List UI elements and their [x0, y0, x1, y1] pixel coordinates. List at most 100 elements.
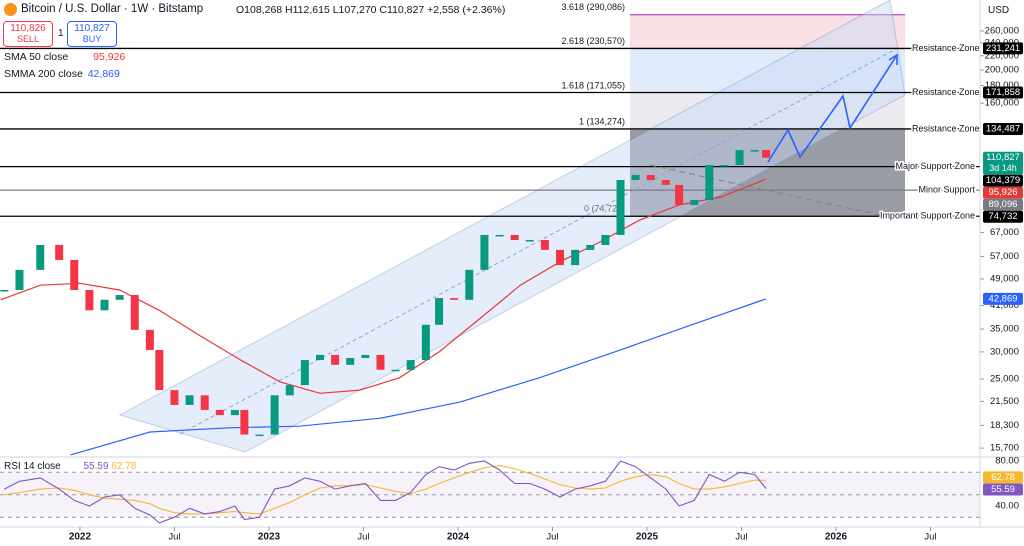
- x-tick-label: 2023: [258, 532, 281, 543]
- candle: [675, 184, 684, 206]
- quantity: 1: [58, 28, 64, 39]
- candle: [646, 174, 655, 180]
- x-tick-label: Jul: [168, 532, 180, 543]
- candle: [540, 240, 549, 250]
- y-tick-label: 18,300: [990, 420, 1019, 431]
- buy-price: 110,827: [74, 23, 110, 34]
- candle: [100, 299, 109, 311]
- price-tag: [983, 174, 1023, 187]
- rsi-tag: [983, 471, 1023, 484]
- level-note: Resistance Zone: [912, 87, 980, 97]
- candle: [435, 298, 444, 325]
- legend-value: 55.59: [83, 461, 109, 472]
- candle: [300, 360, 309, 386]
- candle: [525, 240, 534, 242]
- rsi-line: [4, 460, 767, 524]
- fib-zone: [630, 14, 905, 49]
- y-tick-label: 160,000: [985, 98, 1019, 109]
- candle: [255, 434, 264, 437]
- price-tag: [983, 151, 1023, 175]
- candle: [155, 349, 164, 391]
- level-note: Major Support Zone: [895, 161, 975, 171]
- indicator-line: [70, 298, 767, 456]
- candle: [145, 329, 154, 350]
- rsi-tag-label: 55.59: [991, 484, 1015, 495]
- fib-label: 1.618 (171,055): [561, 81, 625, 91]
- fib-label: 1 (134,274): [579, 117, 625, 127]
- sell-price: 110,826: [10, 23, 46, 34]
- candle: [85, 290, 94, 311]
- trend-channel: [118, 0, 906, 453]
- candle: [735, 150, 744, 166]
- price-tag: [983, 86, 1023, 99]
- currency[interactable]: USD: [988, 5, 1010, 16]
- buy-button[interactable]: 110,827 BUY: [67, 21, 117, 47]
- y-tick-label: 35,000: [990, 324, 1019, 335]
- y-tick-label: 67,000: [990, 227, 1019, 238]
- forecast-path: [767, 54, 898, 163]
- x-tick-label: 2022: [69, 532, 92, 543]
- price-tag-label: 231,241: [986, 43, 1020, 54]
- x-tick-label: 2024: [447, 532, 470, 543]
- price-tag-label: 89,096: [988, 199, 1017, 210]
- legend-rsi[interactable]: RSI 14 close 55.59 62.78: [4, 461, 136, 472]
- buy-label: BUY: [82, 34, 102, 44]
- fib-zone: [630, 48, 905, 94]
- price-tag-label: 104,379: [986, 175, 1020, 186]
- y-tick-label: 40.00: [995, 501, 1019, 512]
- candle: [285, 385, 294, 396]
- candle: [465, 269, 474, 300]
- fib-label: 2.618 (230,570): [561, 36, 625, 46]
- candle: [331, 354, 340, 365]
- y-tick-label: 15,700: [990, 443, 1019, 454]
- candle: [200, 395, 209, 410]
- legend-name: SMMA 200 close: [4, 68, 83, 80]
- rsi-line: [4, 464, 767, 515]
- price-tag-label: 110,827: [986, 152, 1020, 163]
- symbol-title[interactable]: Bitcoin / U.S. Dollar · 1W · Bitstamp: [21, 3, 204, 15]
- candle: [376, 354, 385, 370]
- level-note: Important Support Zone: [880, 211, 975, 221]
- y-tick-label: 200,000: [985, 64, 1019, 75]
- legend-smma200[interactable]: SMMA 200 close 42,869: [4, 68, 120, 80]
- price-tag: [983, 122, 1023, 135]
- forecast-arrow: [888, 53, 898, 65]
- candle: [185, 395, 194, 405]
- candle: [15, 269, 24, 291]
- candle: [55, 244, 64, 260]
- fib-label: 0 (74,728): [584, 204, 625, 214]
- x-tick-label: Jul: [735, 532, 747, 543]
- legend-value: 95,926: [93, 51, 126, 63]
- candle: [705, 165, 714, 200]
- price-tag: [983, 292, 1023, 305]
- legend-sma50[interactable]: SMA 50 close 95,926: [4, 51, 125, 63]
- candle: [750, 150, 759, 152]
- candle: [130, 294, 139, 330]
- candle: [450, 298, 459, 300]
- candle: [315, 354, 324, 361]
- price-tag-label: 95,926: [988, 187, 1017, 198]
- candle: [170, 390, 179, 405]
- sell-button[interactable]: 110,826 SELL: [3, 21, 53, 47]
- y-tick-label: 220,000: [985, 50, 1019, 61]
- candle: [586, 244, 595, 250]
- channel-mid: [179, 47, 899, 435]
- coin-icon: [4, 3, 17, 16]
- candle: [361, 354, 370, 358]
- candle: [230, 409, 239, 416]
- y-tick-label: 260,000: [985, 26, 1019, 37]
- price-tag: [983, 198, 1023, 211]
- candle: [480, 234, 489, 270]
- candle: [601, 234, 610, 245]
- y-tick-label: 49,000: [990, 274, 1019, 285]
- candle: [762, 150, 771, 158]
- candle: [115, 294, 124, 300]
- candle: [556, 249, 565, 266]
- countdown: 3d 14h: [989, 163, 1017, 173]
- candle: [0, 290, 9, 292]
- x-tick-label: Jul: [546, 532, 558, 543]
- x-tick-label: 2025: [636, 532, 659, 543]
- candle: [616, 179, 625, 235]
